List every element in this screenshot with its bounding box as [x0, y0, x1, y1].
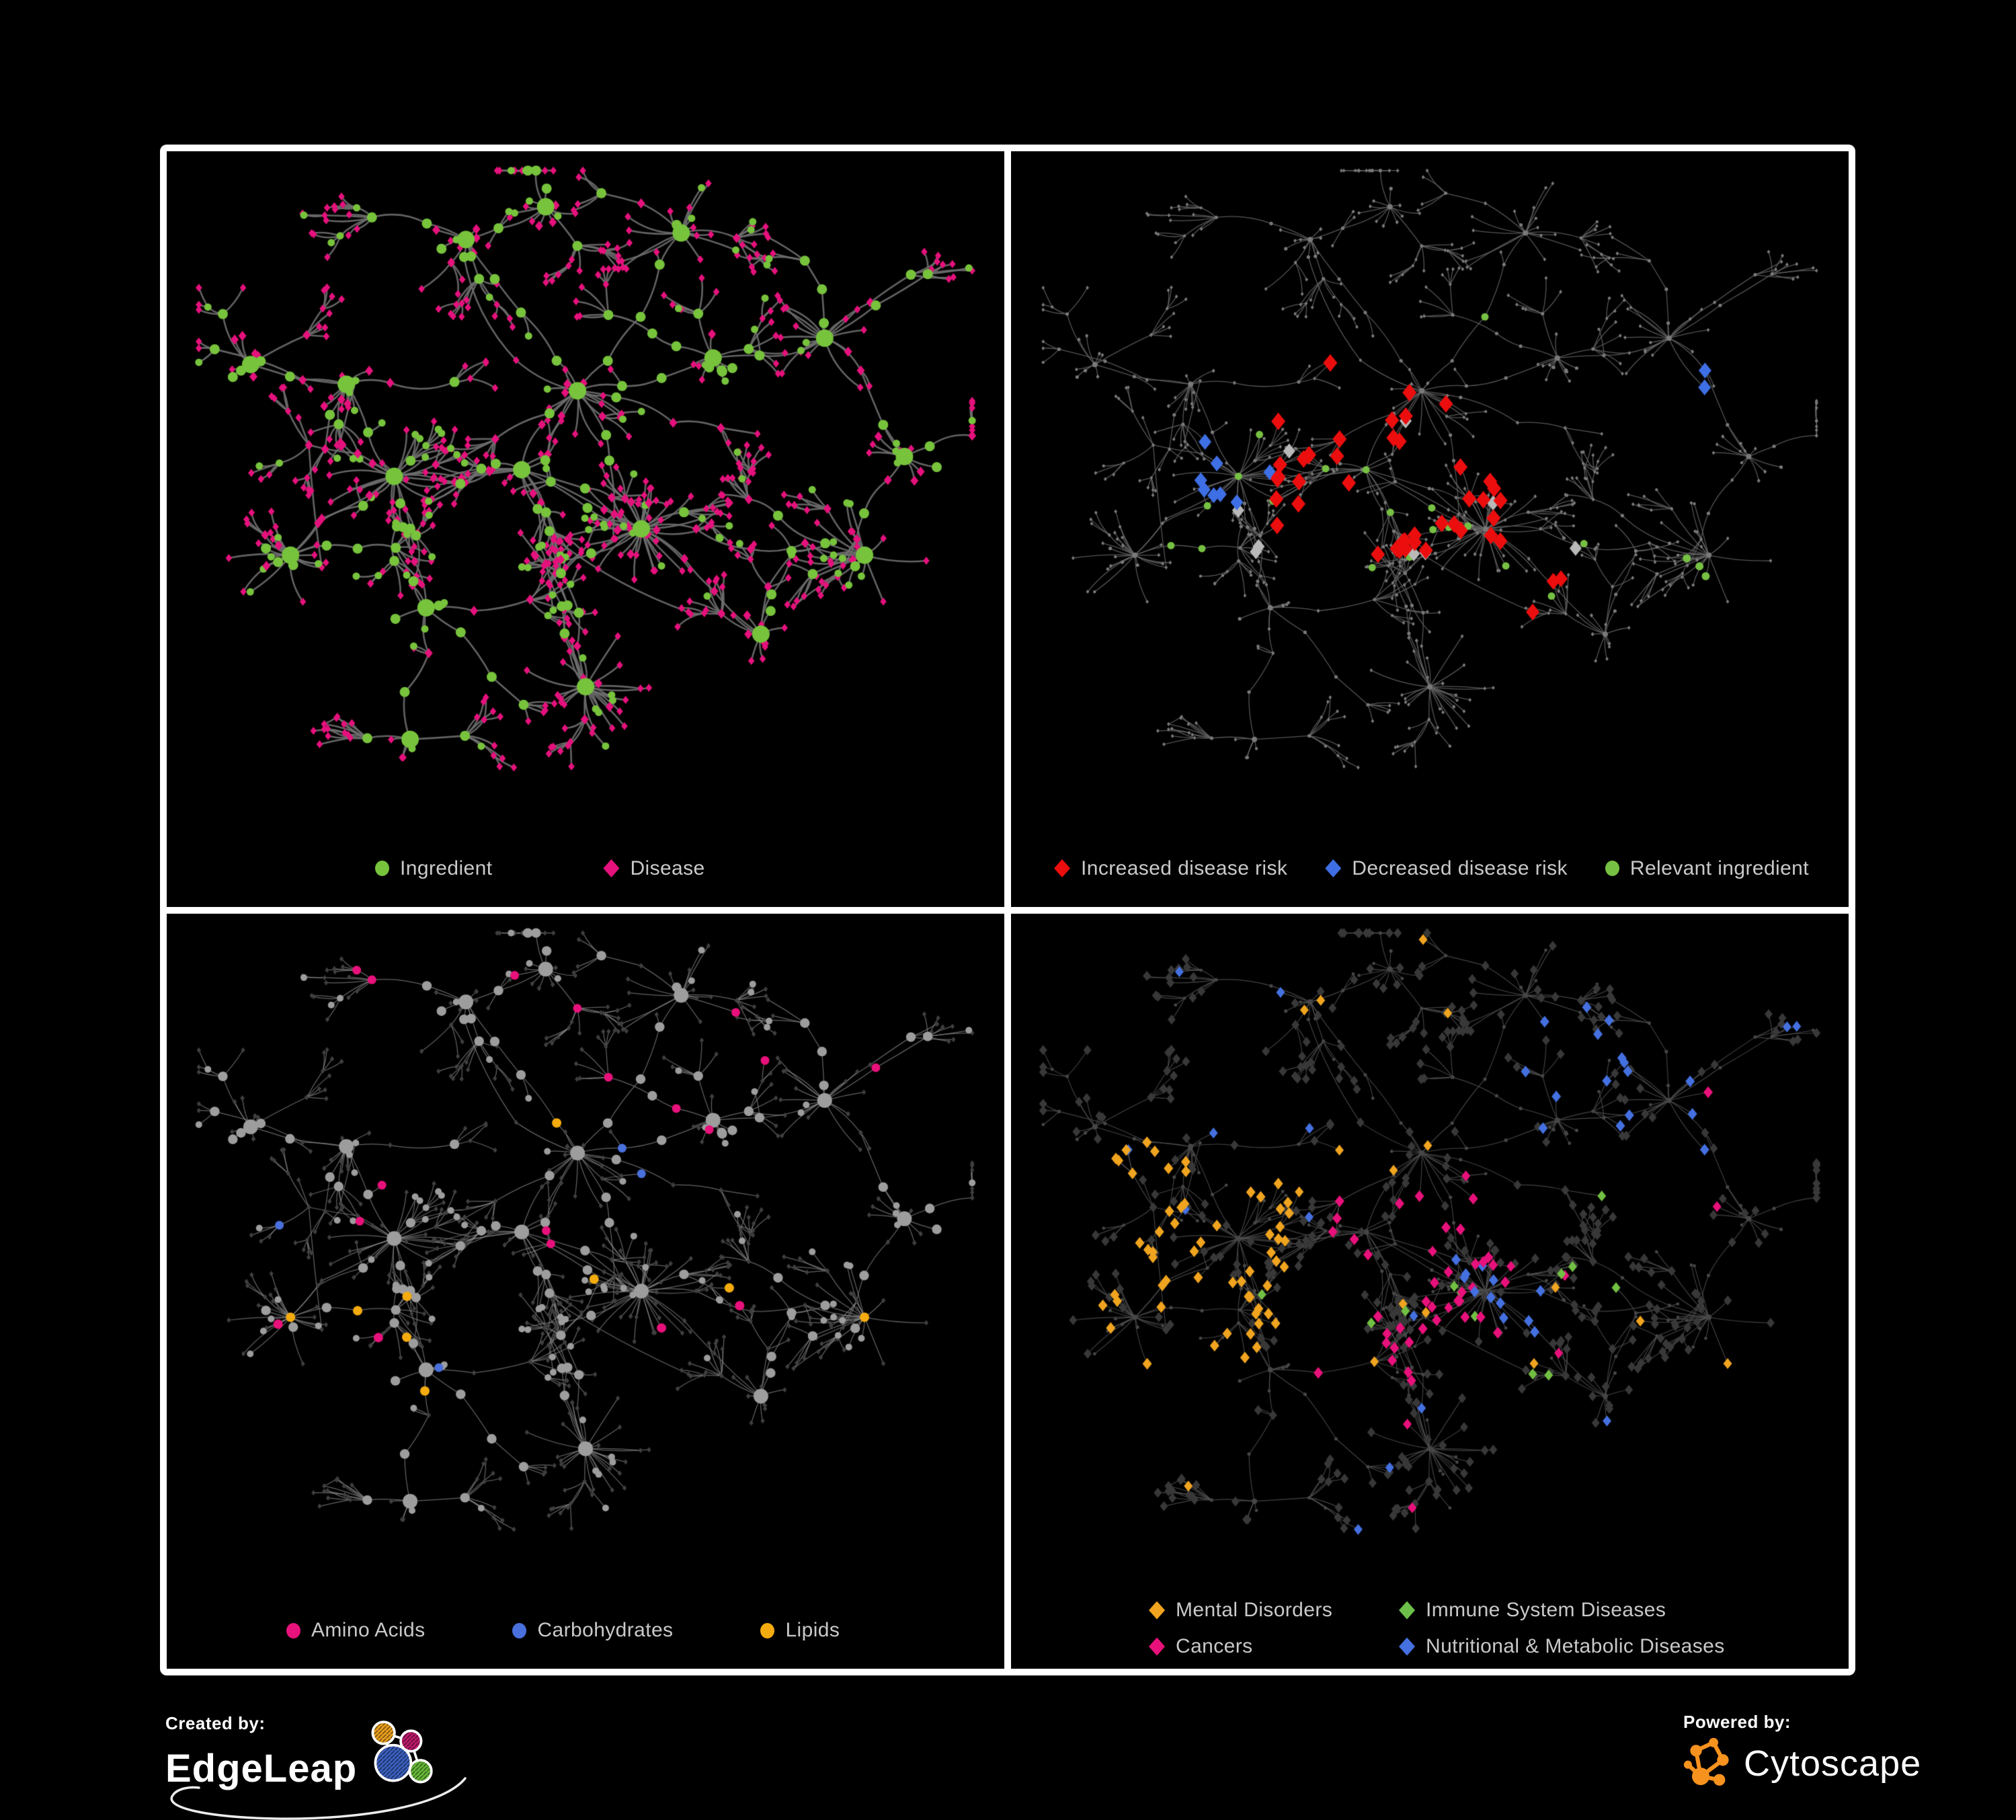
panel-disease-risk: Increased disease risk Decreased disease…: [1011, 151, 1849, 907]
ingredient-disease-network-canvas: [167, 151, 1004, 907]
powered-by-label: Powered by:: [1683, 1712, 1791, 1732]
legend-item: Relevant ingredient: [1605, 857, 1809, 880]
ingredient-disease-legend: Ingredient Disease: [375, 857, 705, 880]
legend-item: Increased disease risk: [1054, 857, 1287, 880]
legend-item: Carbohydrates: [512, 1619, 673, 1642]
panel-disease-categories: Mental Disorders Immune System Diseases …: [1011, 913, 1849, 1669]
edgeleap-logo-icon: [371, 1720, 433, 1784]
legend-item: Ingredient: [375, 857, 492, 880]
relevant-ingredient-circle-marker: [1605, 861, 1619, 876]
legend-label: Disease: [630, 857, 705, 879]
cytoscape-credit: Powered by:: [1683, 1712, 1921, 1792]
disease-categories-network-canvas: [1011, 913, 1849, 1669]
edgeleap-brand-name: EdgeLeap: [165, 1746, 358, 1790]
legend-item: Amino Acids: [286, 1619, 425, 1642]
disease-diamond-marker: [603, 859, 620, 877]
legend-item: Nutritional & Metabolic Diseases: [1399, 1635, 1725, 1658]
created-by-label: Created by:: [165, 1713, 266, 1733]
decreased-risk-diamond-marker: [1325, 859, 1342, 877]
legend-label: Amino Acids: [311, 1619, 426, 1641]
nutrient-classes-legend: Amino Acids Carbohydrates Lipids: [286, 1619, 840, 1642]
carbohydrates-circle-marker: [512, 1622, 527, 1638]
lipids-circle-marker: [760, 1622, 775, 1638]
cytoscape-logo-icon: [1683, 1737, 1729, 1786]
legend-label: Lipids: [785, 1619, 840, 1641]
panels-frame: Ingredient Disease Increased disease ris…: [160, 145, 1855, 1675]
disease-risk-network-canvas: [1011, 151, 1849, 907]
nutrient-classes-network-canvas: [167, 913, 1004, 1669]
legend-item: Decreased disease risk: [1325, 857, 1568, 880]
legend-label: Cancers: [1176, 1635, 1253, 1657]
legend-label: Ingredient: [400, 857, 493, 879]
legend-label: Increased disease risk: [1081, 857, 1288, 879]
mental-disorders-diamond-marker: [1149, 1601, 1165, 1620]
immune-system-diseases-diamond-marker: [1399, 1601, 1415, 1620]
panel-nutrient-classes: Amino Acids Carbohydrates Lipids: [167, 913, 1004, 1669]
legend-item: Mental Disorders: [1149, 1599, 1399, 1622]
disease-categories-legend: Mental Disorders Immune System Diseases …: [1149, 1599, 1725, 1658]
amino-acids-circle-marker: [286, 1622, 300, 1638]
legend-label: Mental Disorders: [1176, 1599, 1333, 1621]
legend-label: Nutritional & Metabolic Diseases: [1426, 1635, 1725, 1657]
nutritional-metabolic-diamond-marker: [1399, 1637, 1415, 1656]
cytoscape-brand-name: Cytoscape: [1744, 1743, 1922, 1784]
legend-item: Cancers: [1149, 1635, 1399, 1658]
increased-risk-diamond-marker: [1054, 859, 1070, 877]
legend-item: Lipids: [760, 1619, 840, 1642]
legend-item: Disease: [603, 857, 704, 880]
panel-ingredients-diseases: Ingredient Disease: [167, 151, 1004, 907]
edgeleap-credit: Created by: EdgeLeap: [165, 1713, 467, 1820]
legend-label: Carbohydrates: [537, 1619, 674, 1641]
ingredient-circle-marker: [375, 861, 389, 876]
legend-item: Immune System Diseases: [1399, 1599, 1725, 1622]
cancers-diamond-marker: [1149, 1637, 1165, 1656]
legend-label: Decreased disease risk: [1352, 857, 1568, 879]
legend-label: Immune System Diseases: [1426, 1599, 1666, 1621]
legend-label: Relevant ingredient: [1629, 857, 1809, 879]
disease-risk-legend: Increased disease risk Decreased disease…: [1054, 857, 1809, 880]
